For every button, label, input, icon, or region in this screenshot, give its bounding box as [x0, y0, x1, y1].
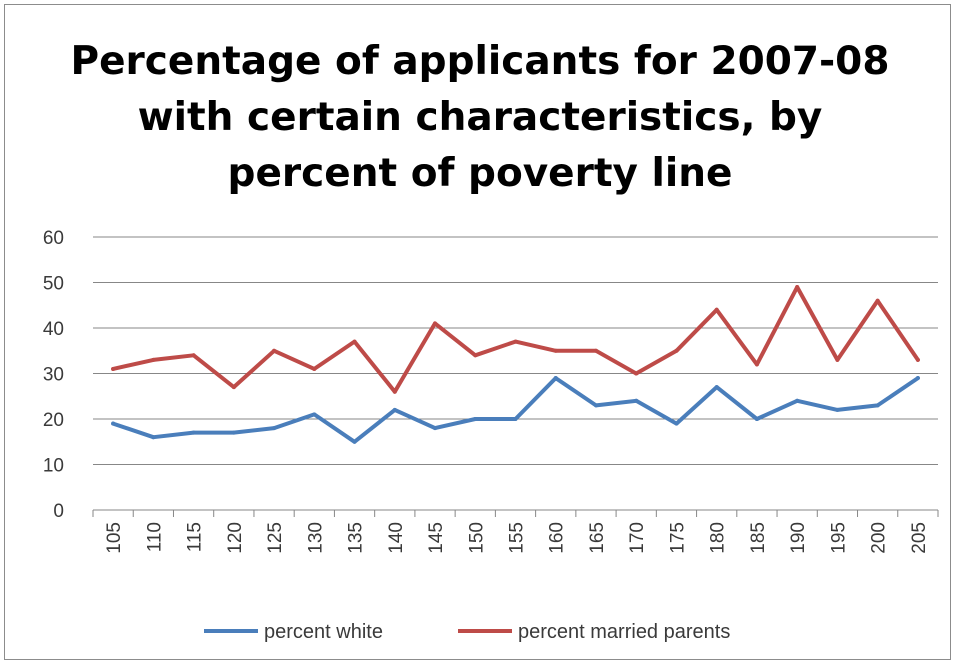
x-tick-label: 135 [346, 522, 367, 554]
x-axis: 105 110 115 120 125 130 135 140 145 150 155 160 165 1… [92, 509, 939, 554]
data-point [835, 357, 840, 362]
x-tick-label: 200 [869, 522, 890, 554]
data-point [553, 348, 558, 353]
data-point [392, 389, 397, 394]
x-tick-label: 185 [748, 522, 769, 554]
x-tick-label: 120 [225, 522, 246, 554]
data-point [915, 357, 920, 362]
data-point [433, 426, 438, 431]
legend-label: percent white [264, 621, 383, 643]
data-point [714, 385, 719, 390]
data-point [875, 298, 880, 303]
data-point [473, 417, 478, 421]
data-point [634, 398, 639, 403]
data-point [352, 339, 357, 344]
chart-frame [4, 4, 951, 660]
data-point [714, 307, 719, 312]
x-tick-label: 150 [466, 522, 487, 554]
data-point [513, 417, 518, 421]
y-tick-label: 60 [43, 228, 64, 249]
chart-title-line-1: Percentage of applicants for 2007-08 [70, 39, 890, 84]
data-point [312, 412, 317, 417]
x-tick-label: 165 [587, 522, 608, 554]
y-tick-label: 50 [43, 274, 64, 295]
data-point [754, 362, 759, 367]
data-point [513, 339, 518, 344]
data-point [473, 353, 478, 358]
series-line-percent-married-parents [111, 285, 920, 394]
chart-title-line-2: with certain characteristics, by [137, 95, 823, 140]
data-point [231, 430, 236, 435]
data-point [593, 348, 598, 353]
x-tick-label: 130 [305, 522, 326, 554]
data-point [392, 407, 397, 412]
y-tick-label: 30 [43, 365, 64, 386]
y-axis: 0 10 20 30 40 50 60 [43, 228, 64, 522]
x-tick-label: 205 [909, 522, 930, 554]
series-lines [111, 285, 920, 444]
data-point [272, 348, 277, 353]
data-point [915, 376, 920, 381]
y-tick-label: 40 [43, 319, 64, 340]
y-tick-label: 20 [43, 410, 64, 431]
x-tick-label: 155 [507, 522, 528, 554]
x-tick-label: 180 [708, 522, 729, 554]
x-tick-label: 140 [386, 522, 407, 554]
x-tick-label: 105 [104, 522, 125, 554]
legend: percent white percent married parents [204, 621, 730, 643]
data-point [634, 371, 639, 376]
legend-label: percent married parents [518, 621, 730, 643]
y-tick-label: 0 [53, 501, 64, 522]
data-point [191, 430, 196, 435]
data-point [835, 407, 840, 412]
data-point [795, 285, 800, 290]
x-tick-label: 190 [788, 522, 809, 554]
data-point [674, 421, 679, 426]
x-tick-label: 170 [627, 522, 648, 554]
y-tick-label: 10 [43, 456, 64, 477]
chart-title-line-3: percent of poverty line [227, 151, 733, 196]
data-point [111, 421, 116, 426]
data-point [352, 439, 357, 444]
data-point [111, 366, 116, 371]
data-point [191, 353, 196, 358]
x-tick-label: 175 [667, 522, 688, 554]
data-point [231, 385, 236, 390]
data-point [875, 403, 880, 408]
x-tick-label: 125 [265, 522, 286, 554]
data-point [795, 398, 800, 403]
data-point [272, 426, 277, 431]
data-point [433, 321, 438, 326]
data-point [674, 348, 679, 353]
x-tick-label: 195 [828, 522, 849, 554]
data-point [151, 357, 156, 362]
gridlines [93, 236, 938, 465]
data-point [151, 435, 156, 440]
data-point [312, 366, 317, 371]
data-point [754, 417, 759, 421]
x-tick-label: 145 [426, 522, 447, 554]
chart-title: Percentage of applicants for 2007-08 wit… [40, 34, 920, 202]
data-point [593, 403, 598, 408]
x-tick-label: 110 [144, 522, 165, 552]
x-tick-label: 115 [185, 522, 206, 552]
data-point [553, 376, 558, 381]
x-tick-label: 160 [547, 522, 568, 554]
